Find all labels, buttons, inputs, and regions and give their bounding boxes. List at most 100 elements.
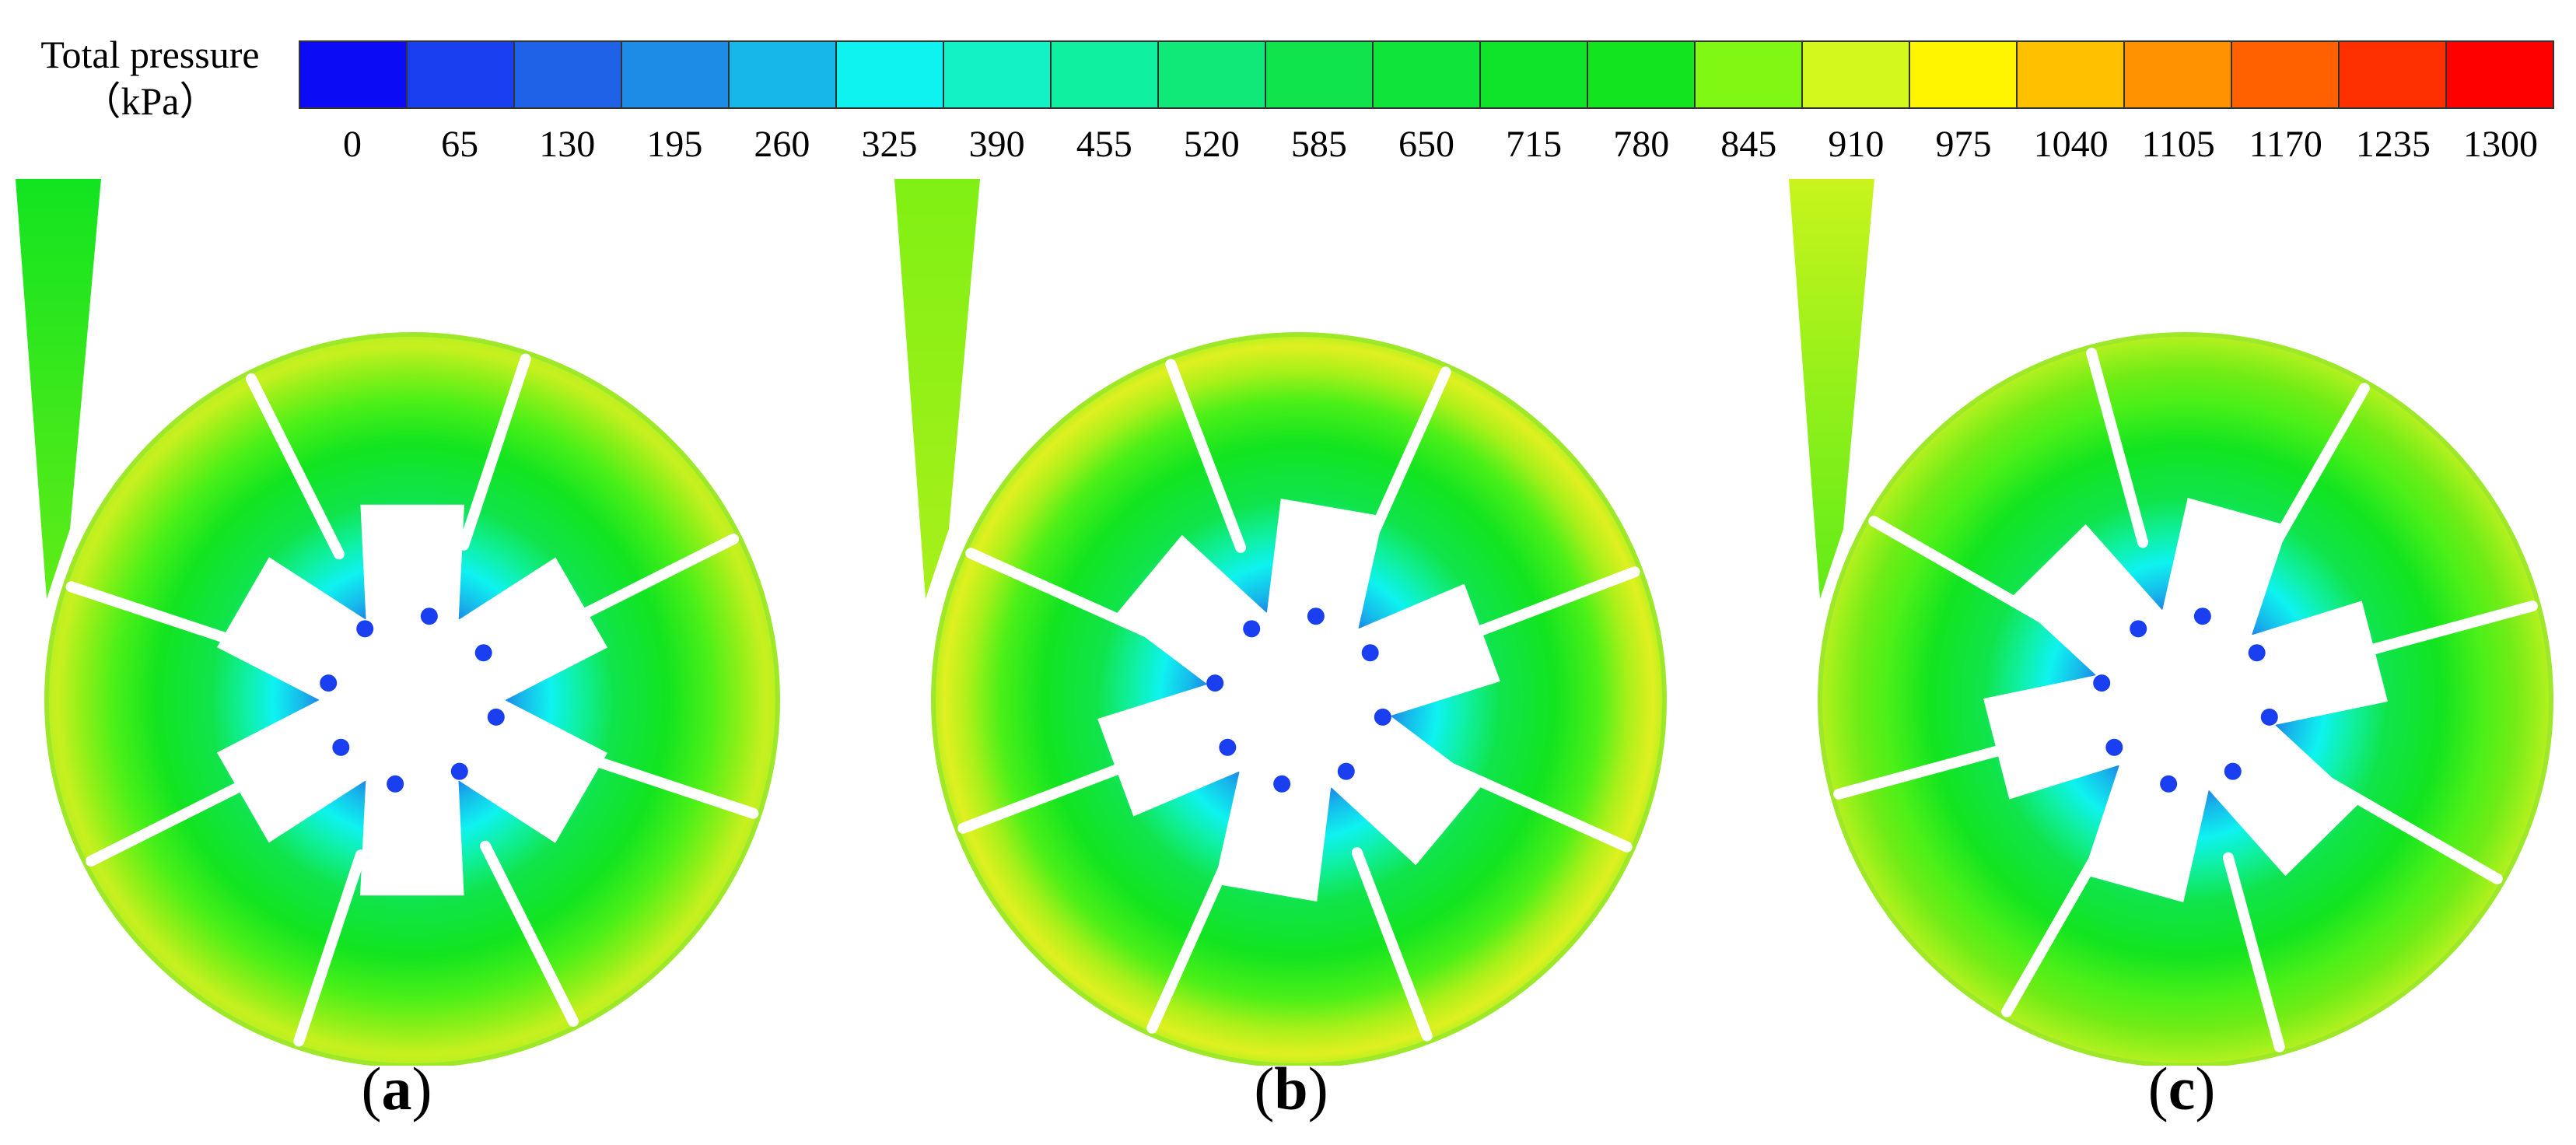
impeller-blade [1868, 516, 2049, 625]
contour-panel-c [1789, 179, 2553, 1066]
impeller-blade [1833, 737, 2034, 800]
bolt-hole [356, 620, 374, 638]
impeller-blade [1165, 359, 1247, 553]
bolt-hole [2093, 674, 2111, 692]
impeller-blade [965, 548, 1156, 639]
legend-title-unit: （kPa） [82, 79, 219, 123]
bolt-hole [2248, 644, 2266, 662]
panel-label-a: (a) [361, 1055, 432, 1122]
panel-label-c: (c) [2147, 1055, 2216, 1122]
colorbar-swatch [730, 42, 837, 107]
impeller-blade [1442, 761, 1633, 853]
colorbar-tick-label: 0 [343, 124, 362, 165]
impeller-blade [2322, 776, 2503, 884]
impeller-blade [85, 768, 272, 867]
colorbar-tick-label: 715 [1506, 124, 1563, 165]
colorbar-tick-label: 520 [1183, 124, 1240, 165]
colorbar-tick-label: 910 [1828, 124, 1885, 165]
impeller-blade [2222, 852, 2285, 1052]
impeller-hub [216, 504, 608, 896]
colorbar-tick-label: 455 [1076, 124, 1132, 165]
bolt-hole [387, 775, 404, 793]
bolt-hole [320, 674, 338, 692]
colorbar-ticks: 0 65 130 195 260 325 390 455 520 585 650 715 780 845 9… [299, 123, 2554, 170]
colorbar-swatch [1159, 42, 1266, 107]
colorbar-tick-label: 260 [754, 124, 810, 165]
colorbar-swatch [1052, 42, 1159, 107]
colorbar-swatch [1910, 42, 2018, 107]
colorbar-tick-label: 130 [539, 124, 596, 165]
bolt-hole [2130, 620, 2147, 638]
bolt-hole [1307, 608, 1325, 625]
colorbar-tick-label: 585 [1290, 124, 1347, 165]
bolt-hole [2260, 708, 2278, 726]
colorbar-swatch [515, 42, 622, 107]
bolt-hole [2224, 762, 2242, 780]
colorbar-swatch [622, 42, 730, 107]
colorbar [299, 40, 2554, 109]
volute-rim [1818, 332, 2553, 1066]
legend-title-line1: Total pressure [40, 33, 260, 76]
impeller-blade [2337, 601, 2538, 664]
colorbar-swatch [837, 42, 944, 107]
bolt-hole [1374, 708, 1391, 726]
colorbar-tick-label: 1300 [2462, 124, 2538, 165]
volute-rim [931, 332, 1667, 1066]
colorbar-swatch [300, 42, 408, 107]
colorbar-tick-label: 780 [1613, 124, 1670, 165]
colorbar-swatch [2340, 42, 2447, 107]
bolt-hole [2160, 775, 2178, 793]
legend-title: Total pressure （kPa） [6, 31, 294, 124]
colorbar-swatch [1266, 42, 1374, 107]
bolt-hole [450, 762, 468, 780]
bolt-hole [420, 608, 438, 625]
impeller-blade [245, 373, 345, 560]
bolt-hole [1243, 620, 1261, 638]
bolt-hole [1337, 762, 1355, 780]
impeller-blade [1446, 566, 1640, 648]
bolt-hole [1361, 644, 1379, 662]
impeller-blade [458, 353, 531, 551]
contour-panel-a [16, 179, 780, 1066]
impeller-hub [1097, 499, 1500, 902]
colorbar-swatch [1374, 42, 1481, 107]
colorbar-tick-label: 325 [861, 124, 918, 165]
colorbar-tick-label: 845 [1720, 124, 1777, 165]
panel-label-b: (b) [1254, 1055, 1328, 1122]
impeller-blade [293, 849, 366, 1047]
colorbar-tick-label: 195 [646, 124, 703, 165]
colorbar-swatch [408, 42, 515, 107]
bolt-hole [1219, 738, 1237, 756]
impeller-blade [1351, 847, 1433, 1042]
impeller-blade [552, 533, 740, 632]
colorbar-swatch [1803, 42, 1910, 107]
colorbar-swatch [944, 42, 1052, 107]
colorbar-tick-label: 1040 [2033, 124, 2109, 165]
colorbar-swatch [2447, 42, 2553, 107]
colorbar-swatch [2232, 42, 2340, 107]
volute-rim [44, 332, 780, 1066]
colorbar-swatch [1588, 42, 1696, 107]
colorbar-tick-label: 975 [1935, 124, 1992, 165]
colorbar-tick-label: 1105 [2141, 124, 2215, 165]
colorbar-swatch [1696, 42, 1803, 107]
colorbar-swatch [2125, 42, 2232, 107]
colorbar-tick-label: 1170 [2249, 124, 2322, 165]
colorbar-swatch [1481, 42, 1588, 107]
impeller-hub [1983, 498, 2388, 902]
bolt-hole [1273, 775, 1291, 793]
colorbar-tick-label: 65 [441, 124, 479, 165]
inlet-channel [894, 179, 980, 599]
colorbar-tick-label: 390 [968, 124, 1025, 165]
inlet-channel [1789, 179, 1874, 599]
inlet-channel [16, 179, 101, 599]
colorbar-tick-label: 650 [1398, 124, 1454, 165]
bolt-hole [487, 708, 505, 726]
bolt-hole [2105, 738, 2123, 756]
bolt-hole [2193, 608, 2211, 625]
bolt-hole [1206, 674, 1224, 692]
colorbar-swatch [2018, 42, 2125, 107]
colorbar-tick-label: 1235 [2355, 124, 2431, 165]
impeller-blade [480, 840, 579, 1028]
